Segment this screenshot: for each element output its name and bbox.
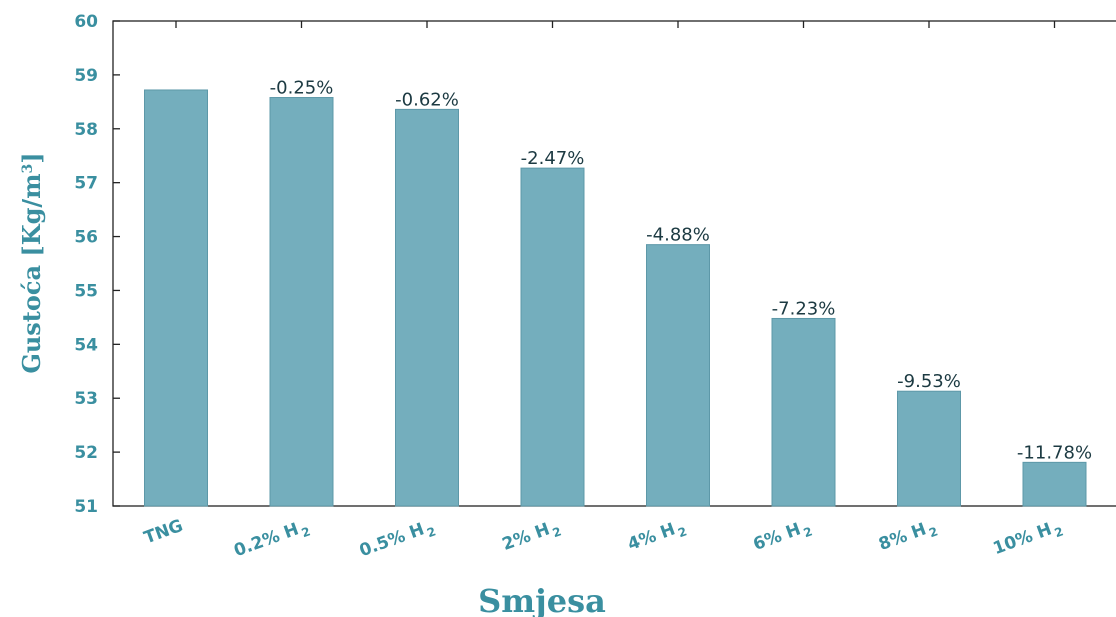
x-tick-label: 0.5% H2: [357, 516, 438, 564]
x-tick-label: TNG: [141, 516, 185, 548]
y-tick-label: 54: [74, 335, 98, 355]
y-axis-title: Gustoća [Kg/m3]: [17, 152, 46, 373]
y-tick-label: 57: [74, 174, 98, 194]
x-tick-labels: TNG 0.2% H2 0.5% H2 2% H2 4% H2 6% H2 8% H2 10%…: [141, 516, 1065, 564]
data-label: -9.53%: [897, 371, 961, 392]
bar: [897, 390, 961, 507]
y-tick-label: 58: [74, 120, 98, 140]
x-axis-title: Smjesa: [478, 582, 606, 617]
bar: [520, 167, 585, 507]
y-tick-label: 60: [74, 12, 98, 32]
x-tick-label: 8% H2: [876, 516, 940, 558]
x-tick-label: 6% H2: [751, 516, 815, 558]
data-label: -4.88%: [646, 225, 710, 246]
y-tick-label: 56: [74, 228, 98, 248]
x-tick-label: 10% H2: [990, 516, 1065, 562]
data-label: -7.23%: [772, 298, 836, 319]
y-tick-label: 55: [74, 281, 98, 301]
x-tick-label: 4% H2: [625, 516, 689, 558]
data-label: -2.47%: [521, 148, 585, 169]
bars: [144, 21, 1087, 507]
data-labels: -0.25% -0.62% -2.47% -4.88% -7.23% -9.53% -11.…: [270, 78, 1092, 464]
bar: [771, 317, 836, 507]
y-tick-label: 59: [74, 66, 98, 86]
data-label: -0.25%: [270, 78, 334, 99]
bar: [1022, 461, 1087, 507]
y-tick-label: 51: [74, 497, 98, 517]
bar: [144, 89, 208, 507]
y-tick-label: 53: [74, 389, 98, 409]
bar: [395, 108, 459, 507]
y-ticks: 51 52 53 54 55 56 57 58 59 60: [74, 12, 120, 517]
data-label: -0.62%: [395, 89, 459, 110]
x-tick-label: 0.2% H2: [231, 516, 312, 564]
bar: [646, 244, 710, 507]
y-tick-label: 52: [74, 443, 98, 463]
bar: [269, 97, 334, 507]
plot-frame: [112, 20, 1116, 507]
x-tick-label: 2% H2: [500, 516, 564, 558]
data-label: -11.78%: [1017, 442, 1092, 463]
